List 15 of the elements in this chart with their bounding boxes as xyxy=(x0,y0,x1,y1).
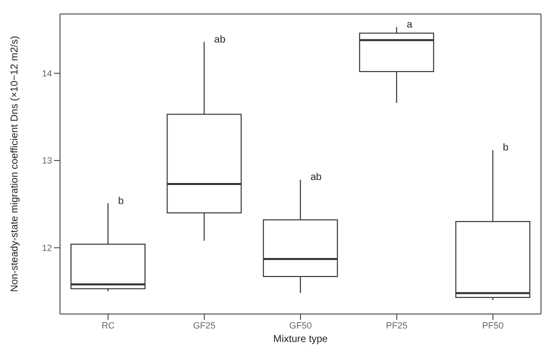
y-axis-title: Non-steady-state migration coefficient Dns (×10−12 m2/s) xyxy=(10,36,21,292)
annotation: a xyxy=(406,20,413,31)
y-tick-label: 12 xyxy=(42,242,52,253)
y-tick-label: 14 xyxy=(42,68,52,78)
x-axis-title: Mixture type xyxy=(273,334,328,345)
x-tick-label: PF50 xyxy=(482,320,504,330)
x-tick-label: RC xyxy=(102,320,116,330)
x-tick-label: GF50 xyxy=(289,320,312,330)
x-tick-label: GF25 xyxy=(193,320,216,330)
annotation: b xyxy=(118,196,124,207)
annotation: b xyxy=(502,142,509,154)
y-tick-label: 13 xyxy=(42,156,52,166)
annotation: ab xyxy=(310,172,322,184)
annotation: ab xyxy=(214,34,226,46)
x-tick-label: PF25 xyxy=(386,320,408,330)
